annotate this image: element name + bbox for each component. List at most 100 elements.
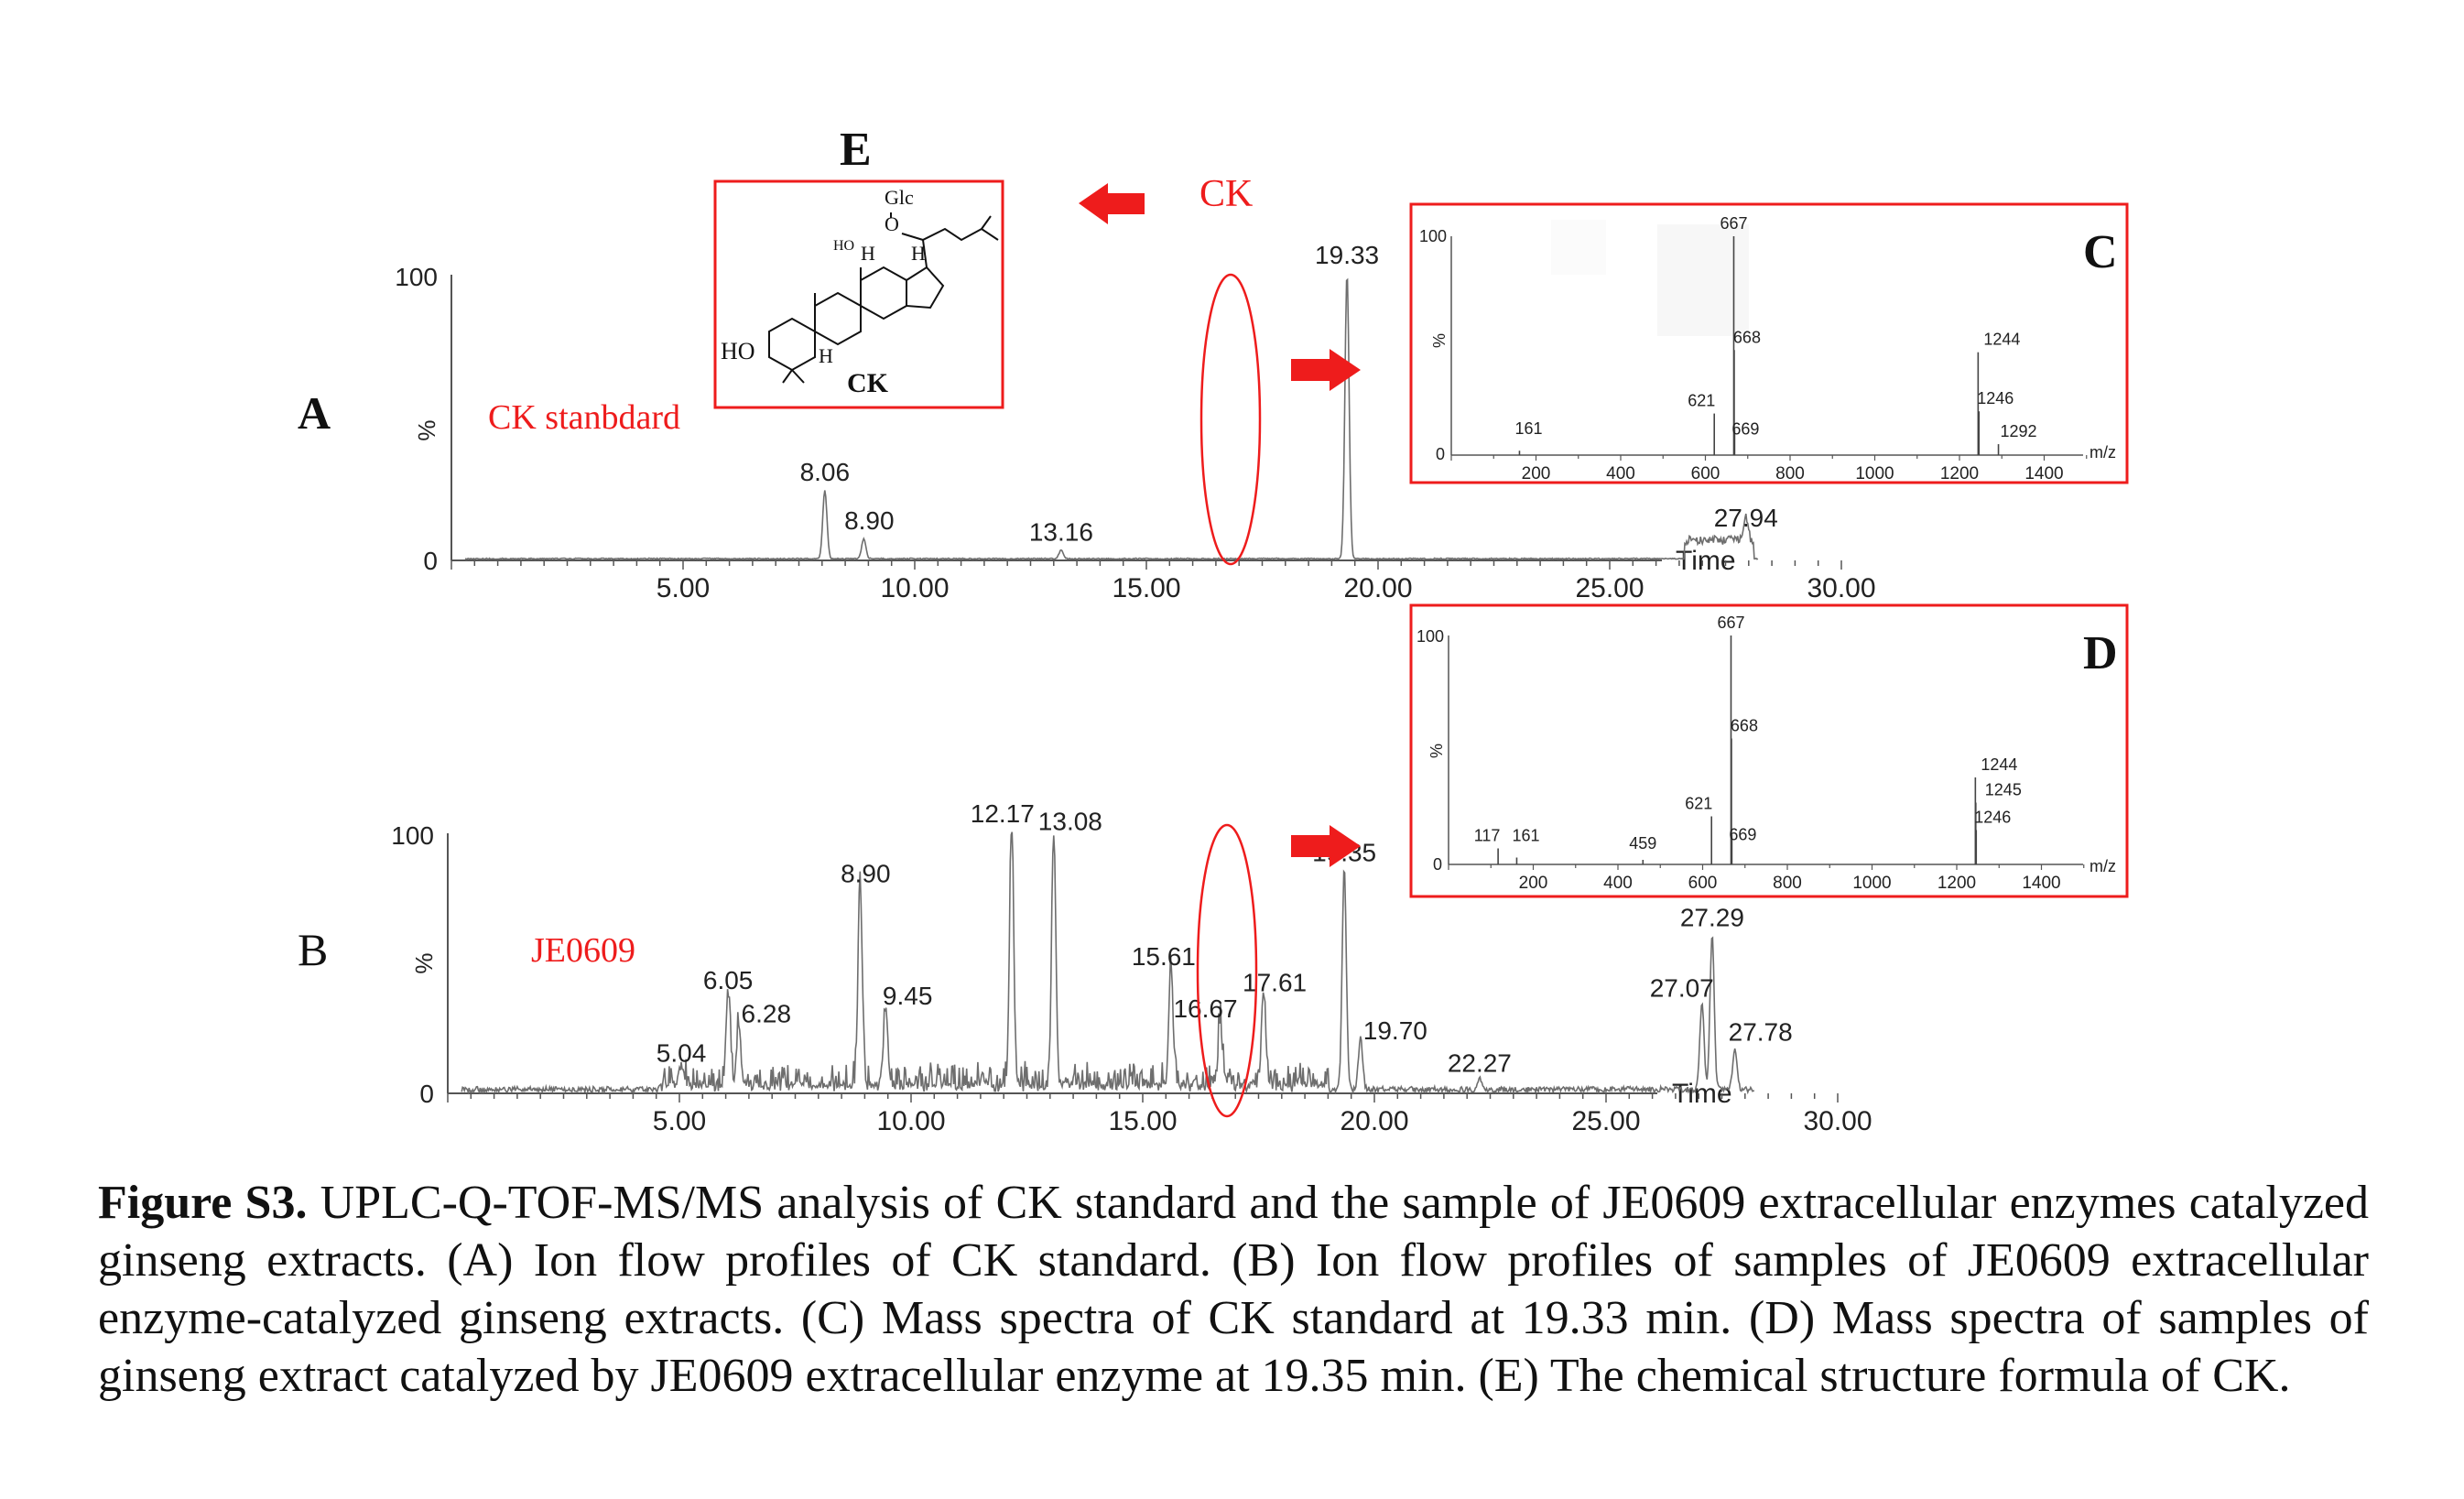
x-tick-label: 5.00 [653, 1106, 706, 1136]
chromatogram-b: 100 0 % Time JE0609 5.00 10.00 15.00 20.00 2… [391, 799, 1872, 1136]
y-axis-label: % [1430, 333, 1449, 348]
panel-label-c: C [2083, 226, 2118, 278]
peak-label: 669 [1729, 826, 1756, 844]
y-tick-0: 0 [423, 547, 438, 575]
structure-label-ho-3: HO [721, 338, 755, 364]
peak-label: 669 [1731, 419, 1759, 438]
x-tick-label: 200 [1519, 874, 1548, 893]
panel-frame [1409, 603, 2129, 898]
peak-label: 17.61 [1243, 969, 1307, 997]
arrow-right-icon [1291, 825, 1361, 867]
highlight-ellipse-a [1199, 273, 1262, 566]
panel-label-b: B [298, 924, 328, 975]
x-tick-label: 30.00 [1803, 1106, 1872, 1136]
peak-label: 161 [1514, 419, 1542, 438]
peak-label: 27.29 [1680, 904, 1744, 932]
peak-label: 459 [1629, 834, 1656, 853]
peak-label: 621 [1685, 795, 1712, 813]
peak-label: 13.08 [1038, 808, 1102, 836]
panel-label-e: E [840, 124, 872, 176]
peak-label: 6.05 [703, 966, 754, 994]
panel-frame [1409, 202, 2129, 484]
y-axis-label: % [1427, 744, 1446, 758]
background-shade [1551, 220, 1606, 275]
structure-label-ho-20: HO [833, 238, 854, 254]
x-axis-label: m/z [2090, 443, 2116, 462]
sample-label: CK stanbdard [488, 398, 680, 437]
x-tick-label: 1000 [1852, 874, 1891, 893]
panel-label-d: D [2083, 627, 2118, 679]
sample-label: JE0609 [531, 931, 635, 970]
chromatogram-trace [464, 277, 1759, 560]
chromatogram-a: 100 0 % Time CK stanbdard 5.00 10.00 15.00… [395, 173, 1875, 603]
y-tick-0: 0 [419, 1080, 434, 1108]
peak-label: 117 [1474, 827, 1501, 845]
y-axis-label: % [410, 952, 438, 973]
figure-caption: Figure S3. UPLC-Q-TOF-MS/MS analysis of … [98, 1174, 2369, 1405]
peak-label: 8.06 [800, 458, 851, 486]
caption-title: Figure S3. [98, 1177, 308, 1229]
arrow-left-icon [1079, 183, 1145, 224]
peak-label: 15.61 [1132, 942, 1196, 971]
x-tick-label: 30.00 [1807, 573, 1875, 603]
chemical-structure-ck: Glc O HO H H HO H CK [713, 179, 1004, 409]
x-tick-label: 1400 [2024, 464, 2063, 483]
structure-label-h: H [861, 242, 875, 265]
peak-label: 8.90 [841, 859, 891, 887]
peak-label: 5.04 [657, 1038, 707, 1067]
background-shade [1657, 224, 1749, 336]
mass-spectrum-c: C 100 0 % m/z 200 400 600 800 1000 1200 1400 1… [1409, 202, 2129, 484]
y-tick-0: 0 [1436, 445, 1445, 463]
y-tick-100: 100 [1419, 227, 1447, 245]
peak-label: 27.78 [1729, 1018, 1793, 1047]
x-tick-label: 200 [1522, 464, 1551, 483]
peak-label: 621 [1688, 392, 1715, 410]
x-tick-label: 10.00 [880, 573, 949, 603]
x-axis-label: Time [1672, 1079, 1732, 1109]
peak-label: 667 [1717, 614, 1744, 632]
peak-label: 12.17 [971, 799, 1035, 828]
peak-label: 1244 [1981, 755, 2017, 774]
y-tick-100: 100 [395, 263, 438, 291]
peak-label: 667 [1720, 214, 1747, 233]
highlight-ellipse-b [1196, 823, 1258, 1118]
peak-label: 19.33 [1315, 241, 1379, 269]
x-tick-label: 400 [1606, 464, 1635, 483]
peak-label: 19.70 [1363, 1016, 1427, 1045]
structure-label-h: H [911, 242, 926, 265]
x-tick-label: 25.00 [1571, 1106, 1640, 1136]
x-tick-label: 800 [1775, 464, 1805, 483]
peak-label: 13.16 [1029, 518, 1093, 547]
peak-label: 8.90 [844, 506, 895, 535]
panel-label-a: A [298, 387, 331, 439]
x-tick-label: 20.00 [1340, 1106, 1408, 1136]
chromatogram-trace [461, 831, 1754, 1095]
x-tick-label: 20.00 [1343, 573, 1412, 603]
structure-label-glc: Glc [885, 186, 914, 209]
mass-spectrum-d: D 100 0 % m/z 200 400 600 800 1000 1200 1400 1… [1409, 603, 2129, 898]
structure-label-h: H [819, 344, 833, 367]
peak-label: 1246 [1974, 809, 2011, 827]
peak-label: 668 [1733, 328, 1761, 346]
x-tick-label: 1200 [1940, 464, 1979, 483]
x-tick-label: 1000 [1855, 464, 1894, 483]
x-tick-label: 600 [1691, 464, 1720, 483]
y-axis-label: % [413, 419, 440, 440]
peak-label: 27.07 [1650, 973, 1714, 1002]
x-tick-label: 15.00 [1108, 1106, 1177, 1136]
x-tick-label: 400 [1603, 874, 1633, 893]
arrow-right-icon [1291, 349, 1361, 391]
structure-bonds [768, 212, 999, 384]
peak-label: 16.67 [1173, 994, 1237, 1023]
peak-label: 1246 [1977, 389, 2014, 407]
y-tick-100: 100 [391, 821, 434, 850]
peak-label: 9.45 [883, 982, 933, 1010]
x-tick-label: 1200 [1938, 874, 1976, 893]
caption-text: UPLC-Q-TOF-MS/MS analysis of CK standard… [98, 1177, 2369, 1402]
peak-label: 668 [1731, 717, 1758, 735]
peak-label: 22.27 [1448, 1049, 1512, 1078]
y-tick-100: 100 [1417, 627, 1444, 646]
x-tick-label: 15.00 [1112, 573, 1180, 603]
ck-peak-label: CK [1199, 173, 1253, 215]
